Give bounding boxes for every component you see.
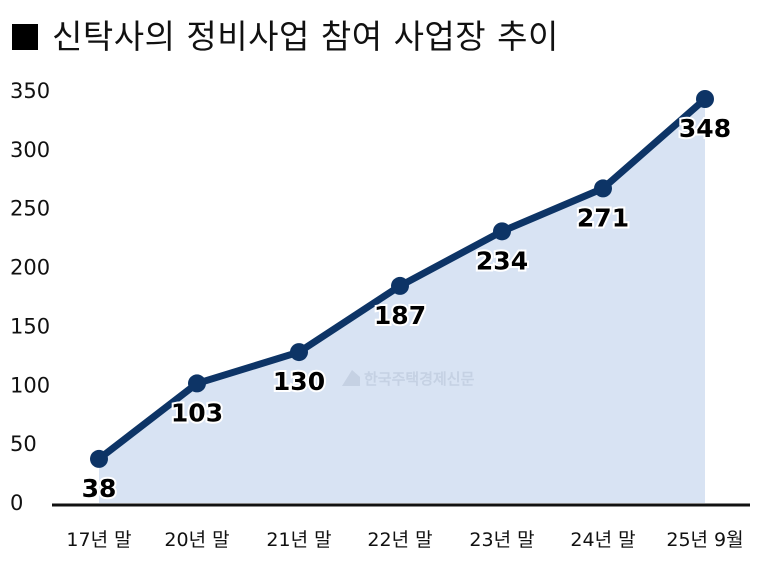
y-tick-label: 100 [10,373,50,397]
data-point-marker [391,276,409,295]
x-tick-label: 25년 9월 [666,529,743,551]
y-tick-label: 150 [10,314,50,338]
chart-title-text: 신탁사의 정비사업 참여 사업장 추이 [52,17,559,56]
data-point-marker [493,222,511,241]
area-polygon [99,99,705,503]
x-tick-label: 23년 말 [469,529,534,551]
y-tick-label: 50 [10,432,37,456]
data-point-marker [90,449,108,468]
x-axis: 17년 말 20년 말 21년 말 22년 말 23년 말 24년 말 25년 9월 [66,529,743,551]
data-value-label: 234 [476,246,528,275]
y-tick-label: 250 [10,197,50,221]
y-axis: 0 50 100 150 200 250 300 350 [10,79,50,515]
data-value-label: 187 [374,301,426,330]
y-tick-label: 0 [10,491,23,515]
y-tick-label: 300 [10,138,50,162]
x-tick-label: 24년 말 [570,529,635,551]
area-fill [99,99,705,503]
y-tick-label: 200 [10,256,50,280]
building-logo-icon [342,370,360,386]
data-value-label: 103 [171,398,223,427]
x-tick-label: 17년 말 [66,529,131,551]
y-tick-label: 350 [10,79,50,103]
data-point-marker [696,90,714,108]
x-tick-label: 21년 말 [266,529,331,551]
data-value-label: 271 [577,203,629,232]
square-bullet-icon [12,24,38,50]
data-point-marker [594,179,612,198]
watermark: 한국주택경제신문 [342,370,475,388]
x-tick-label: 20년 말 [164,529,229,551]
data-value-label: 130 [273,367,325,396]
chart-title: 신탁사의 정비사업 참여 사업장 추이 [12,10,559,58]
data-value-label: 348 [679,114,731,143]
data-labels: 38 103 130 187 234 271 348 [80,112,733,505]
data-point-marker [290,343,308,362]
data-point-marker [188,374,206,393]
data-line [90,90,714,468]
x-tick-label: 22년 말 [367,529,432,551]
watermark-text: 한국주택경제신문 [364,370,475,388]
data-value-label: 38 [82,474,117,503]
